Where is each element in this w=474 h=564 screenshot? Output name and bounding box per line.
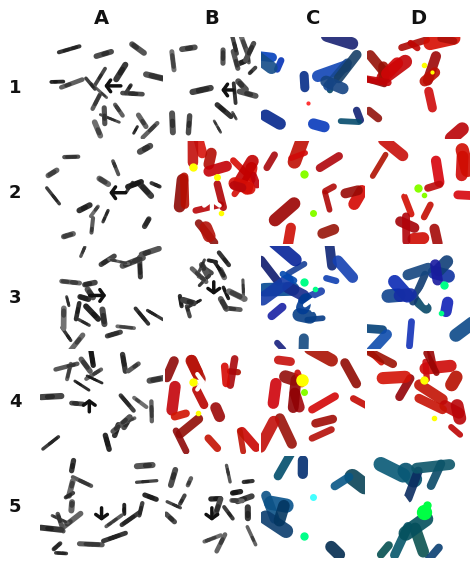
Text: 5: 5: [9, 498, 21, 516]
Text: A: A: [94, 9, 109, 28]
Text: B: B: [204, 9, 219, 28]
Text: 1: 1: [9, 79, 21, 97]
Text: C: C: [306, 9, 320, 28]
Text: D: D: [410, 9, 427, 28]
Text: 2: 2: [9, 184, 21, 202]
Text: 4: 4: [9, 393, 21, 411]
Text: 3: 3: [9, 289, 21, 306]
